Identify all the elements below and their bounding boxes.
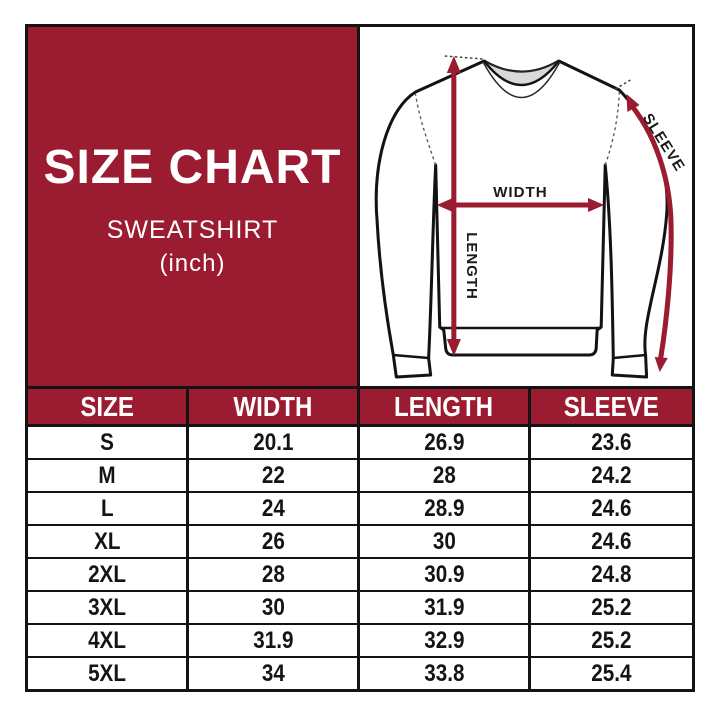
sleeve-cell: 24.6	[591, 527, 632, 555]
table-row: 4XL 31.9 32.9 25.2	[28, 625, 692, 658]
table-row: S 20.1 26.9 23.6	[28, 427, 692, 460]
sleeve-cell: 24.6	[591, 494, 632, 522]
sleeve-cell: 25.4	[591, 659, 632, 687]
size-cell: L	[28, 493, 189, 524]
table-header-row: SIZE WIDTH LENGTH SLEEVE	[28, 389, 692, 427]
table-row: XL 26 30 24.6	[28, 526, 692, 559]
sleeve-cell: 24.2	[591, 461, 632, 489]
length-cell: 28	[360, 460, 531, 491]
sleeve-arrow	[626, 94, 674, 372]
size-cell: S	[28, 427, 189, 458]
length-cell: 26.9	[360, 427, 531, 458]
length-cell: 33.8	[360, 658, 531, 689]
table-row: L 24 28.9 24.6	[28, 493, 692, 526]
table-row: 5XL 34 33.8 25.4	[28, 658, 692, 689]
header-cell-size: SIZE	[28, 389, 189, 424]
page-title: SIZE CHART	[43, 140, 342, 194]
width-measure-label: WIDTH	[493, 184, 548, 201]
left-cuff-seam	[393, 353, 429, 360]
size-cell: 5XL	[28, 658, 189, 689]
size-cell: 2XL	[28, 559, 189, 590]
length-cell: 32.9	[360, 625, 531, 656]
collar-front-edge	[483, 60, 560, 87]
title-panel: SIZE CHART SWEATSHIRT (inch)	[28, 27, 360, 386]
sweatshirt-diagram: WIDTH LENGTH SLEEVE	[374, 55, 688, 379]
sleeve-cell: 23.6	[591, 428, 632, 456]
size-table: SIZE WIDTH LENGTH SLEEVE S 20.1 26.9 23.…	[28, 389, 692, 689]
left-armhole-seam	[414, 93, 437, 166]
header-cell-width: WIDTH	[189, 389, 360, 424]
length-cell: 28.9	[360, 493, 531, 524]
width-arrow	[436, 198, 605, 212]
size-cell: 3XL	[28, 592, 189, 623]
size-cell: 4XL	[28, 625, 189, 656]
width-cell: 26	[189, 526, 360, 557]
right-cuff-seam	[613, 353, 646, 360]
width-cell: 34	[189, 658, 360, 689]
width-cell: 22	[189, 460, 360, 491]
table-row: M 22 28 24.2	[28, 460, 692, 493]
content-box: SIZE CHART SWEATSHIRT (inch)	[25, 24, 695, 692]
sleeve-cell: 25.2	[591, 593, 632, 621]
table-row: 2XL 28 30.9 24.8	[28, 559, 692, 592]
garment-name: SWEATSHIRT	[106, 215, 279, 244]
width-cell: 24	[189, 493, 360, 524]
shoulder-tick	[444, 55, 484, 60]
length-cell: 31.9	[360, 592, 531, 623]
size-cell: XL	[28, 526, 189, 557]
length-cell: 30	[360, 526, 531, 557]
width-cell: 28	[189, 559, 360, 590]
right-armhole-seam	[604, 91, 620, 166]
width-cell: 20.1	[189, 427, 360, 458]
sleeve-cell: 25.2	[591, 626, 632, 654]
header-cell-length: LENGTH	[360, 389, 531, 424]
header-cell-sleeve: SLEEVE	[563, 390, 660, 422]
top-section: SIZE CHART SWEATSHIRT (inch)	[28, 27, 692, 389]
unit-label: (inch)	[159, 249, 226, 277]
sleeve-cell: 24.8	[591, 560, 632, 588]
size-cell: M	[28, 460, 189, 491]
width-cell: 30	[189, 592, 360, 623]
collar-band-seam	[482, 61, 561, 99]
sweatshirt-outline	[374, 59, 669, 379]
length-cell: 30.9	[360, 559, 531, 590]
length-measure-label: LENGTH	[463, 232, 480, 300]
width-cell: 31.9	[189, 625, 360, 656]
table-row: 3XL 30 31.9 25.2	[28, 592, 692, 625]
measurement-diagram: WIDTH LENGTH SLEEVE	[360, 27, 692, 386]
